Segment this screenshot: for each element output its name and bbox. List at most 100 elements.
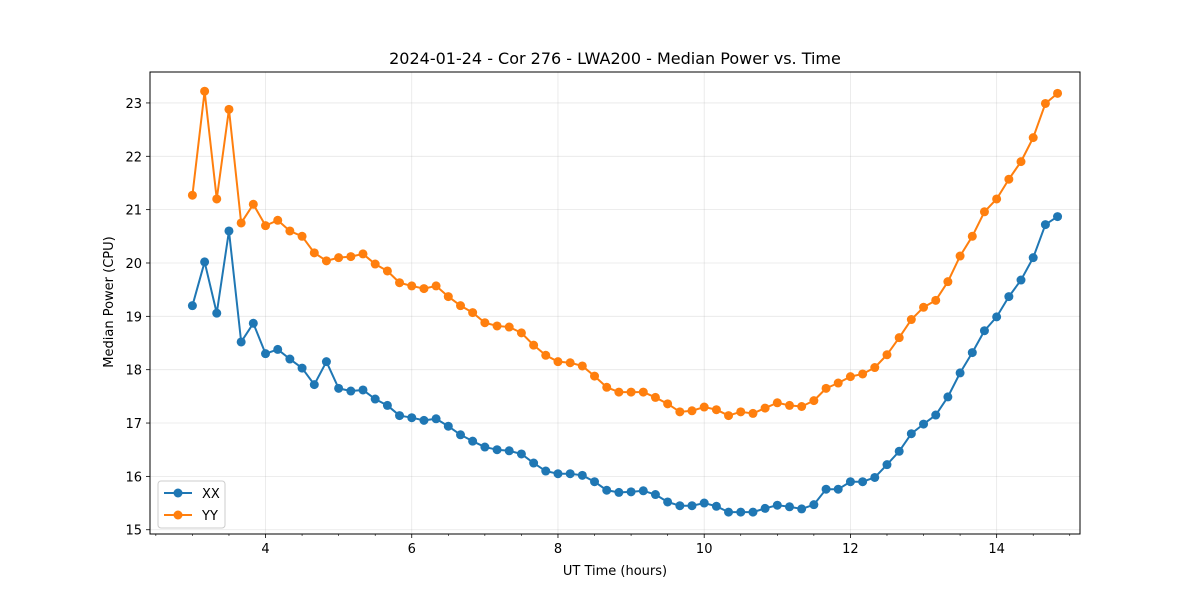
series-yy: [187, 86, 1063, 421]
data-point-xx: [431, 414, 441, 424]
data-point-yy: [614, 387, 624, 397]
data-point-yy: [845, 372, 855, 382]
data-point-xx: [992, 312, 1002, 322]
data-point-xx: [212, 308, 222, 318]
data-point-xx: [943, 392, 953, 402]
data-point-yy: [248, 199, 258, 209]
data-point-yy: [650, 392, 660, 402]
data-point-xx: [358, 385, 368, 395]
data-point-yy: [334, 253, 344, 263]
data-point-xx: [248, 318, 258, 328]
data-point-yy: [456, 301, 466, 311]
data-point-xx: [638, 486, 648, 496]
data-point-yy: [212, 194, 222, 204]
data-point-xx: [565, 469, 575, 479]
data-point-xx: [224, 226, 234, 236]
data-point-xx: [590, 477, 600, 487]
data-point-yy: [358, 249, 368, 259]
legend-marker: [173, 510, 183, 520]
data-point-xx: [955, 368, 965, 378]
data-point-xx: [346, 386, 356, 396]
data-point-yy: [565, 358, 575, 368]
data-point-xx: [541, 466, 551, 476]
legend-item-yy: YY: [164, 509, 218, 524]
data-point-xx: [699, 498, 709, 508]
data-point-yy: [236, 218, 246, 228]
y-tick-label: 21: [125, 204, 142, 219]
x-tick-label: 10: [696, 542, 713, 557]
y-tick-label: 20: [125, 257, 142, 272]
data-point-xx: [614, 487, 624, 497]
data-point-xx: [321, 357, 331, 367]
legend-marker: [173, 488, 183, 498]
data-point-yy: [870, 363, 880, 373]
data-point-xx: [882, 460, 892, 470]
x-tick-label: 8: [554, 542, 562, 557]
data-point-xx: [772, 500, 782, 510]
data-point-xx: [967, 348, 977, 358]
data-point-yy: [419, 284, 429, 294]
data-point-yy: [480, 318, 490, 328]
data-point-xx: [1053, 212, 1063, 222]
x-axis-label: UT Time (hours): [563, 564, 667, 579]
data-point-yy: [382, 266, 392, 276]
data-point-yy: [833, 378, 843, 388]
x-tick-label: 6: [408, 542, 416, 557]
chart-title: 2024-01-24 - Cor 276 - LWA200 - Median P…: [389, 49, 841, 68]
data-point-xx: [736, 507, 746, 517]
plot-area: [150, 72, 1080, 534]
data-point-yy: [821, 383, 831, 393]
legend-item-xx: XX: [164, 487, 220, 502]
data-point-xx: [443, 421, 453, 431]
data-point-xx: [809, 500, 819, 510]
data-point-yy: [906, 315, 916, 325]
data-point-xx: [456, 430, 466, 440]
data-point-yy: [931, 295, 941, 305]
y-tick-label: 15: [125, 524, 142, 539]
data-point-yy: [346, 252, 356, 262]
data-point-yy: [1028, 133, 1038, 143]
data-point-xx: [297, 363, 307, 373]
x-tick-label: 4: [261, 542, 269, 557]
data-point-xx: [821, 484, 831, 494]
data-point-xx: [919, 419, 929, 429]
axes: 4 6 8 10 12 14 15 16 17 18 19 20 21 22 23: [125, 71, 1081, 557]
data-point-yy: [553, 357, 563, 367]
data-point-xx: [675, 501, 685, 511]
data-point-xx: [687, 501, 697, 511]
data-point-yy: [638, 387, 648, 397]
legend-label: XX: [202, 487, 220, 502]
data-point-yy: [468, 308, 478, 318]
data-point-yy: [675, 407, 685, 417]
x-tick-label: 12: [842, 542, 859, 557]
data-point-yy: [1016, 157, 1026, 167]
data-point-yy: [858, 369, 868, 379]
series-layer: [187, 86, 1063, 517]
data-point-xx: [285, 354, 295, 364]
data-point-yy: [809, 396, 819, 406]
data-point-xx: [906, 429, 916, 439]
data-point-yy: [663, 399, 673, 409]
data-point-yy: [724, 411, 734, 421]
y-tick-label: 17: [125, 417, 142, 432]
data-point-xx: [370, 394, 380, 404]
data-point-xx: [468, 436, 478, 446]
data-point-yy: [261, 221, 271, 231]
data-point-xx: [236, 337, 246, 347]
data-point-xx: [1016, 275, 1026, 285]
data-point-xx: [334, 383, 344, 393]
data-point-xx: [382, 400, 392, 410]
data-point-yy: [541, 350, 551, 360]
data-point-xx: [626, 487, 636, 497]
data-point-xx: [309, 380, 319, 390]
data-point-xx: [1040, 220, 1050, 230]
data-point-yy: [187, 190, 197, 200]
plot-background: [150, 72, 1080, 534]
data-point-yy: [297, 231, 307, 241]
grid: [150, 72, 1080, 534]
legend: XX YY: [157, 480, 226, 529]
data-point-yy: [1004, 174, 1014, 184]
data-point-yy: [529, 340, 539, 350]
data-point-xx: [200, 257, 210, 267]
